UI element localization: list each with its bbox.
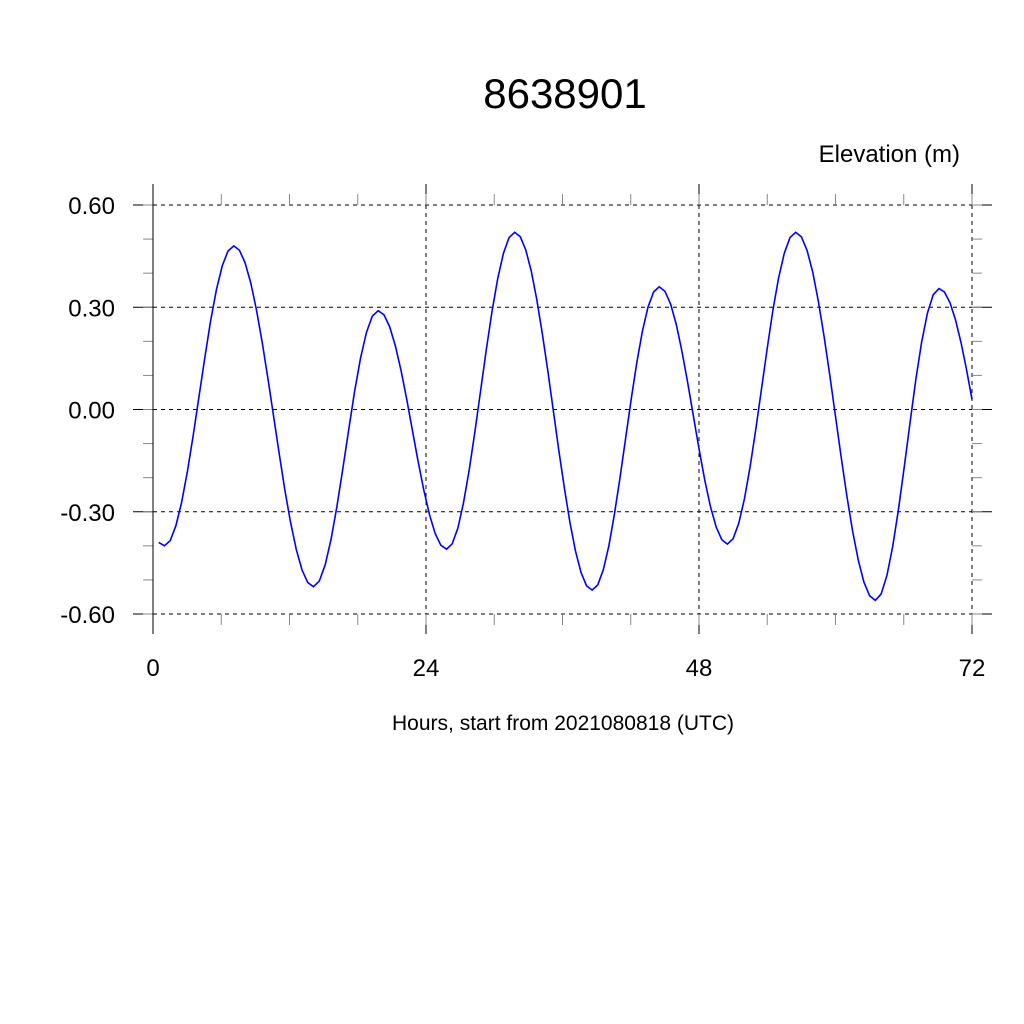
series-line <box>158 231 973 602</box>
y-tick-label: 0.30 <box>68 295 115 322</box>
chart-title: 8638901 <box>483 70 647 117</box>
x-tick-label: 48 <box>686 655 713 682</box>
grid <box>152 204 973 615</box>
x-tick-label: 72 <box>959 655 986 682</box>
y-axis-label: Elevation (m) <box>819 141 960 168</box>
ticks <box>133 184 992 634</box>
x-axis-label: Hours, start from 2021080818 (UTC) <box>392 712 734 735</box>
x-tick-label: 24 <box>413 655 440 682</box>
y-tick-label: -0.30 <box>60 500 115 527</box>
y-tick-label: 0.00 <box>68 398 115 425</box>
y-tick-label: -0.60 <box>60 602 115 629</box>
y-tick-label: 0.60 <box>68 193 115 220</box>
tick-labels: 0.60 0.30 0.00 -0.30 -0.60 0 24 48 72 <box>60 193 985 682</box>
series-lines <box>158 231 973 602</box>
x-tick-label: 0 <box>146 655 159 682</box>
